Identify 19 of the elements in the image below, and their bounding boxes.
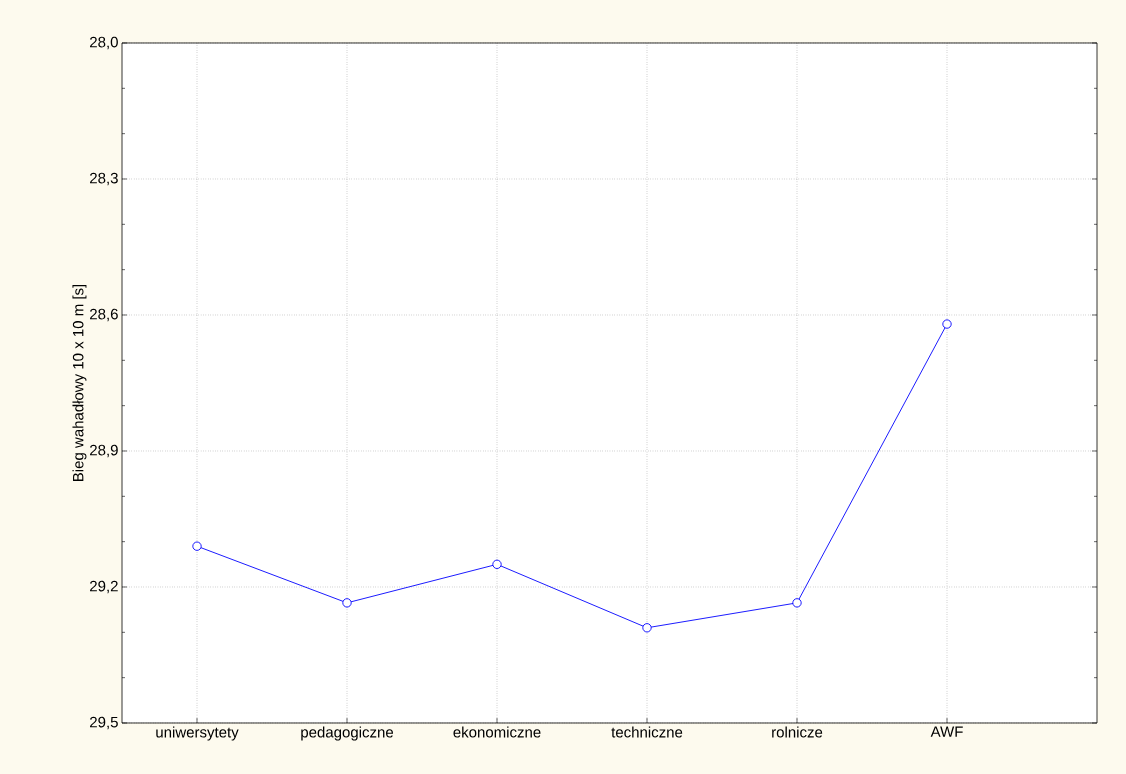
point (642, 623, 652, 633)
x-tick-label: pedagogiczne (301, 726, 394, 741)
y-tick-label: 28,0 (90, 36, 118, 50)
x-tick-label: uniwersytety (156, 726, 239, 741)
y-axis-title: Bieg wahadłowy 10 x 10 m [s] (72, 284, 87, 481)
point (942, 319, 952, 329)
point (492, 559, 502, 569)
x-tick-label: AWF (930, 726, 963, 737)
x-tick-label: ekonomiczne (453, 726, 541, 738)
y-tick-label: 28,9 (90, 444, 118, 458)
y-tick-label: 29,5 (90, 716, 118, 730)
y-tick-label: 28,3 (90, 172, 118, 186)
point (792, 598, 802, 608)
x-tick-label: rolnicze (772, 726, 823, 738)
x-tick-label: techniczne (611, 726, 683, 738)
y-tick-label: 28,6 (90, 308, 118, 322)
point (342, 598, 352, 608)
point (192, 541, 202, 551)
y-tick-label: 29,2 (90, 580, 118, 594)
